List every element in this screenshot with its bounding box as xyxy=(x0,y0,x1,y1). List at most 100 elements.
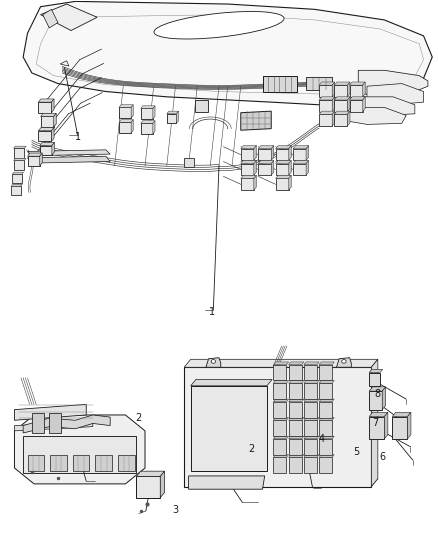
Bar xyxy=(319,457,332,473)
Polygon shape xyxy=(241,175,256,179)
Polygon shape xyxy=(184,367,371,487)
Text: 4: 4 xyxy=(318,434,325,444)
Polygon shape xyxy=(345,108,406,124)
Bar xyxy=(73,455,89,471)
Polygon shape xyxy=(241,146,256,149)
Polygon shape xyxy=(119,105,133,108)
Polygon shape xyxy=(273,418,289,420)
Polygon shape xyxy=(407,413,411,439)
Polygon shape xyxy=(14,158,26,160)
Polygon shape xyxy=(23,2,432,105)
Polygon shape xyxy=(53,114,56,127)
Polygon shape xyxy=(254,175,256,190)
Polygon shape xyxy=(131,105,133,118)
Polygon shape xyxy=(14,146,26,148)
Polygon shape xyxy=(306,146,309,160)
Text: 6: 6 xyxy=(379,453,385,463)
Bar xyxy=(304,439,317,455)
Polygon shape xyxy=(167,111,179,114)
Polygon shape xyxy=(43,10,58,28)
Polygon shape xyxy=(191,379,272,386)
Bar xyxy=(258,164,271,175)
Bar xyxy=(119,108,131,118)
Polygon shape xyxy=(319,436,334,439)
Polygon shape xyxy=(273,455,289,457)
Polygon shape xyxy=(350,97,365,100)
Polygon shape xyxy=(254,160,256,175)
Polygon shape xyxy=(41,114,56,116)
Bar xyxy=(319,402,332,418)
Polygon shape xyxy=(14,405,86,420)
Bar xyxy=(41,116,53,127)
Bar xyxy=(276,149,289,160)
Bar xyxy=(39,131,51,141)
Text: 3: 3 xyxy=(173,505,179,515)
Polygon shape xyxy=(276,175,291,179)
Text: 5: 5 xyxy=(353,447,359,457)
Bar xyxy=(334,85,347,97)
Polygon shape xyxy=(241,160,256,164)
Bar xyxy=(276,179,289,190)
Polygon shape xyxy=(304,418,319,420)
Bar xyxy=(273,439,286,455)
Polygon shape xyxy=(289,381,304,383)
Polygon shape xyxy=(141,120,155,123)
Bar xyxy=(334,100,347,112)
Polygon shape xyxy=(136,471,165,477)
Bar xyxy=(304,383,317,399)
Polygon shape xyxy=(52,142,54,155)
Polygon shape xyxy=(319,111,335,114)
Bar xyxy=(12,174,22,183)
Polygon shape xyxy=(184,479,378,487)
Polygon shape xyxy=(358,97,415,115)
Polygon shape xyxy=(304,455,319,457)
Polygon shape xyxy=(385,413,388,439)
Polygon shape xyxy=(153,106,155,119)
Polygon shape xyxy=(28,150,110,156)
Bar xyxy=(289,439,302,455)
Bar xyxy=(304,420,317,436)
Polygon shape xyxy=(358,70,428,94)
Bar xyxy=(293,164,306,175)
Bar xyxy=(350,100,363,112)
Polygon shape xyxy=(141,106,155,109)
Bar xyxy=(258,149,271,160)
Text: 7: 7 xyxy=(373,418,379,428)
Bar xyxy=(95,455,112,471)
Bar xyxy=(141,123,153,134)
Text: 1: 1 xyxy=(74,132,81,142)
Polygon shape xyxy=(271,160,274,175)
Polygon shape xyxy=(304,381,319,383)
Polygon shape xyxy=(382,387,386,410)
Bar xyxy=(273,420,286,436)
Polygon shape xyxy=(369,413,388,417)
Bar xyxy=(39,102,51,113)
Bar xyxy=(241,179,254,190)
Polygon shape xyxy=(273,381,289,383)
Bar xyxy=(184,158,194,167)
Polygon shape xyxy=(39,127,54,131)
Polygon shape xyxy=(273,436,289,439)
Bar xyxy=(334,114,347,126)
Bar xyxy=(28,156,40,166)
Bar xyxy=(293,149,306,160)
Polygon shape xyxy=(350,82,365,85)
Polygon shape xyxy=(39,99,54,102)
Polygon shape xyxy=(332,111,335,126)
Polygon shape xyxy=(40,153,42,166)
Bar xyxy=(306,77,332,90)
Bar xyxy=(195,100,208,112)
Bar xyxy=(289,457,302,473)
Polygon shape xyxy=(319,362,334,365)
Bar xyxy=(319,439,332,455)
Bar xyxy=(118,455,134,471)
Polygon shape xyxy=(392,413,411,417)
Polygon shape xyxy=(319,418,334,420)
Bar xyxy=(369,417,385,439)
Polygon shape xyxy=(276,146,291,149)
Polygon shape xyxy=(334,82,350,85)
Bar xyxy=(392,417,407,439)
Polygon shape xyxy=(14,422,93,431)
Polygon shape xyxy=(23,415,110,433)
Bar xyxy=(304,365,317,381)
